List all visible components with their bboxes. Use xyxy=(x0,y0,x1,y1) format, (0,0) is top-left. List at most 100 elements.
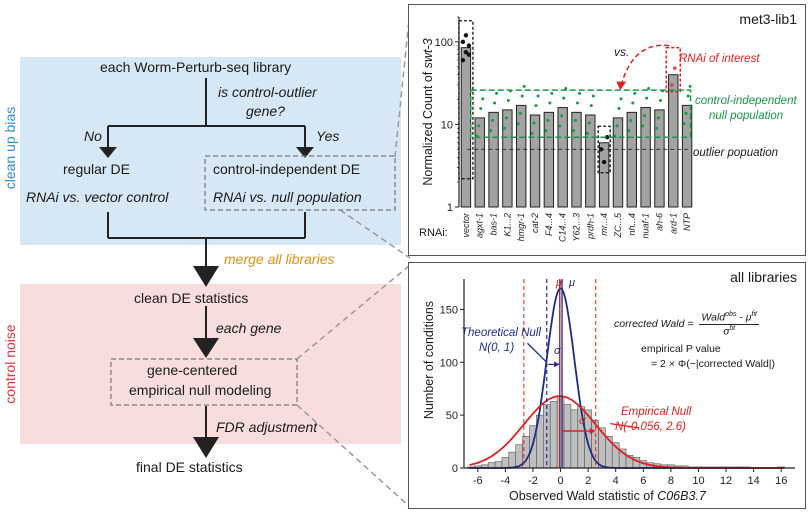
top-null-dot xyxy=(645,96,649,100)
pvalue-line-1: empirical P value xyxy=(641,343,721,355)
clean-up-bias-band xyxy=(20,57,401,245)
top-null-dot xyxy=(522,84,526,88)
top-x-tick-label: agxt-1 xyxy=(475,213,485,238)
interest-curved-arrow xyxy=(620,44,670,86)
top-null-dot xyxy=(641,124,645,128)
arrow-to-final xyxy=(193,437,219,458)
top-bar xyxy=(640,107,651,208)
top-null-dot xyxy=(520,94,524,98)
bottom-x-tick-label: 8 xyxy=(668,475,674,487)
top-y-tick-label: 1 xyxy=(447,202,453,214)
top-null-dot xyxy=(504,116,508,120)
numer-obs: obs xyxy=(725,311,737,318)
top-x-tick-label: prdh-1 xyxy=(585,213,595,240)
top-bar xyxy=(543,111,555,208)
top-vector-dot xyxy=(460,57,466,63)
top-ylabel-gene: swt-3 xyxy=(421,38,435,69)
top-vector-dot xyxy=(463,49,469,55)
top-null-dot xyxy=(481,97,485,101)
top-interest-dot xyxy=(669,83,674,87)
null-population-line-1: control-independent xyxy=(695,95,797,107)
vector-control-dashed-box xyxy=(458,20,474,180)
top-null-dot xyxy=(576,101,579,105)
bottom-x-tick-label: 4 xyxy=(613,475,619,487)
top-null-dot xyxy=(506,98,510,102)
top-x-tick-label: K1...2 xyxy=(502,213,512,237)
rnai-vs-null-label: RNAi vs. null population xyxy=(213,189,362,205)
top-bar xyxy=(626,111,637,208)
wald-histogram: 0 50 100 150 -6 -4 -2 0 2 4 6 8 10 12 14 16 xyxy=(440,279,795,487)
pvalue-text-1: empirical P value xyxy=(641,343,721,355)
arrow-to-regular-de xyxy=(99,147,117,158)
top-null-dot xyxy=(530,131,534,135)
top-x-tick-label: ZC...5 xyxy=(613,212,623,238)
top-vector-dot xyxy=(466,52,472,57)
mu-fit-label: μ xyxy=(556,277,563,289)
empirical-null-dashed-box xyxy=(110,358,298,406)
top-null-dot xyxy=(631,101,635,105)
yes-label: Yes xyxy=(316,128,340,144)
bottom-xlabel-gene: C06B3.7 xyxy=(657,489,706,503)
empirical-null-line-1: Empirical Null xyxy=(621,406,692,418)
top-ylabel-prefix: Normalized Count of xyxy=(421,68,435,186)
vs-label: vs. xyxy=(614,45,630,59)
bottom-chart-title: all libraries xyxy=(730,269,797,285)
top-null-dot xyxy=(558,124,562,128)
top-null-dot xyxy=(544,129,548,133)
top-null-dot xyxy=(578,91,581,95)
top-bar xyxy=(612,117,624,208)
interest-arrowhead xyxy=(616,81,627,91)
top-null-dot xyxy=(560,114,564,118)
sigma-theoretical-label: σ xyxy=(554,345,561,357)
mu-label: μ xyxy=(569,277,576,289)
top-x-tick-label: F4...4 xyxy=(544,213,554,236)
bottom-x-tick-label: -6 xyxy=(473,475,483,487)
top-bar xyxy=(488,111,499,208)
top-null-dot xyxy=(491,118,495,122)
top-null-dot xyxy=(574,118,577,122)
top-outlier-dot xyxy=(604,135,610,140)
rnai-vs-vector-label: RNAi vs. vector control xyxy=(26,189,169,205)
bottom-x-tick-label: 16 xyxy=(775,475,787,487)
top-null-dot xyxy=(585,131,589,135)
top-null-dot xyxy=(684,111,688,115)
top-null-dot xyxy=(477,124,481,128)
denom-fit: fit xyxy=(729,324,736,332)
flow-connectors xyxy=(99,9,411,508)
top-null-dot xyxy=(658,98,662,102)
top-bar xyxy=(571,111,582,208)
top-null-dot xyxy=(682,122,686,126)
top-y-tick-label: 100 xyxy=(435,37,453,49)
top-x-tick-label: NTP xyxy=(682,213,692,231)
top-null-dot xyxy=(686,94,690,98)
sigma-empirical-label: σ xyxy=(579,415,586,427)
top-ylabel: Normalized Count of swt-3 xyxy=(421,27,435,197)
bottom-chart-panel: 0 50 100 150 -6 -4 -2 0 2 4 6 8 10 12 14 16 all librari… xyxy=(408,262,806,509)
top-outlier-dot xyxy=(601,159,607,165)
top-bar xyxy=(529,114,541,208)
top-null-dot xyxy=(572,129,575,133)
empirical-pointer xyxy=(610,422,640,429)
top-bar xyxy=(460,47,472,208)
regular-de-label: regular DE xyxy=(63,161,130,177)
top-null-dot xyxy=(536,94,540,98)
empirical-line-2: empirical null modeling xyxy=(129,382,272,398)
merge-label: merge all libraries xyxy=(224,251,335,267)
top-x-tick-label: nh...4 xyxy=(627,213,637,236)
top-null-dot xyxy=(548,101,552,105)
rnai-of-interest-label: RNAi of interest xyxy=(679,53,760,65)
top-null-dot xyxy=(589,104,593,108)
bottom-xlabel: Observed Wald statistic of C06B3.7 xyxy=(509,489,706,503)
top-x-tick-label: nuaf-1 xyxy=(641,213,651,239)
top-bar xyxy=(654,109,665,208)
denom-sigma: σ xyxy=(723,325,730,337)
histogram-bar xyxy=(501,457,510,469)
bottom-x-tick-label: 0 xyxy=(557,475,563,487)
top-null-dot xyxy=(489,129,493,133)
top-bar xyxy=(474,117,485,208)
arrow-to-clean-de xyxy=(193,266,219,287)
top-x-tick-label: hmgr-1 xyxy=(516,213,526,241)
top-null-dot xyxy=(627,129,631,133)
fdr-label: FDR adjustment xyxy=(216,419,318,435)
